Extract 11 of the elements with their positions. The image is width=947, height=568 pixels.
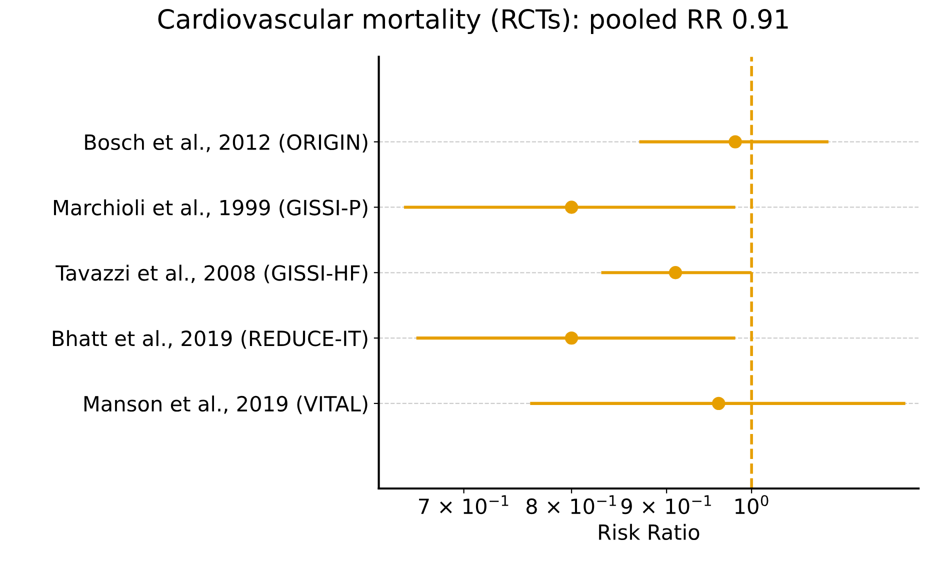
y-tick-label: Bhatt et al., 2019 (REDUCE-IT) <box>52 330 368 349</box>
y-tick-label: Bosch et al., 2012 (ORIGIN) <box>85 134 368 152</box>
x-axis-title: Risk Ratio <box>599 524 700 540</box>
x-tick-label: 8 × 10$^{−1}$ <box>526 495 616 514</box>
y-tick-label: Marchioli et al., 1999 (GISSI-P) <box>54 199 368 218</box>
y-tick-label: Tavazzi et al., 2008 (GISSI-HF) <box>56 264 368 284</box>
y-tick-label: Manson et al., 2019 (VITAL) <box>84 396 368 414</box>
chart-title: Cardiovascular mortality (RCTs): pooled RR 0.91 <box>158 8 788 34</box>
x-tick-label: 10$^{0}$ <box>736 495 768 514</box>
x-tick-label: 9 × 10$^{−1}$ <box>621 495 711 514</box>
x-tick-label: 7 × 10$^{−1}$ <box>419 495 508 514</box>
